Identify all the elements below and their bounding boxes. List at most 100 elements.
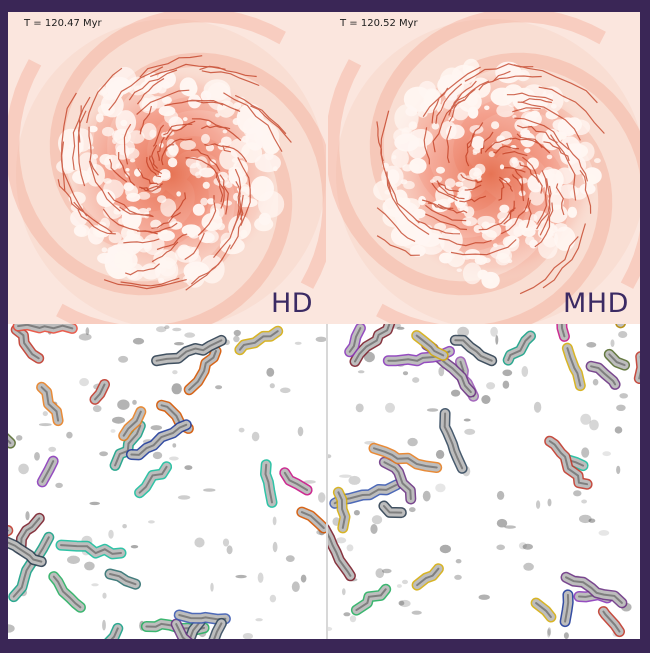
gas-blob: [8, 624, 15, 633]
gas-blob: [495, 335, 499, 345]
bubble-cavity: [158, 277, 165, 284]
gas-blob: [343, 612, 351, 617]
identified-cloud: [134, 461, 173, 499]
identified-cloud: [560, 571, 628, 609]
bubble-cavity: [258, 190, 285, 218]
bubble-cavity: [202, 181, 210, 189]
gas-blob: [407, 437, 418, 447]
gas-blob: [303, 480, 316, 484]
gas-blob: [99, 451, 108, 457]
dense-filament: [237, 157, 251, 226]
gas-blob: [439, 544, 451, 554]
gas-blob: [598, 530, 610, 536]
identified-cloud: [173, 609, 231, 625]
dense-filament: [136, 77, 165, 105]
dense-filament: [499, 176, 514, 192]
bubble-cavity: [431, 199, 449, 213]
gas-blob: [355, 403, 364, 413]
gas-blob: [67, 555, 80, 564]
bubble-cavity: [120, 119, 128, 127]
dense-filament: [151, 144, 159, 169]
bubble-cavity: [484, 105, 490, 111]
dense-filament: [215, 172, 225, 209]
bubble-cavity: [102, 126, 115, 137]
dense-filament: [139, 105, 152, 135]
gas-blob: [172, 327, 182, 332]
dense-filament: [223, 92, 283, 153]
gas-blob: [478, 594, 490, 600]
dense-filament: [151, 241, 179, 263]
dense-filament: [459, 195, 487, 203]
bubble-cavity: [493, 243, 498, 248]
gas-blob: [266, 367, 275, 377]
dense-filament: [109, 158, 128, 183]
mhd-cloud-panel: [328, 324, 640, 639]
gas-blob: [102, 619, 106, 631]
bubble-cavity: [509, 157, 519, 168]
identified-cloud: [8, 531, 55, 603]
dense-filament: [448, 80, 490, 116]
dense-filament: [503, 166, 526, 173]
dense-filament: [480, 131, 494, 154]
bubble-cavity: [108, 231, 122, 244]
bubble-cavity: [174, 246, 199, 263]
dense-filament: [136, 89, 190, 115]
gas-blob: [346, 544, 354, 552]
identified-cloud: [234, 325, 284, 356]
identified-cloud: [502, 330, 536, 366]
bubble-cavity: [164, 110, 179, 124]
gas-blob: [242, 633, 253, 639]
dense-filament: [380, 110, 392, 193]
dense-filament: [125, 263, 160, 276]
dense-filament: [137, 222, 178, 234]
bubble-cavity: [505, 218, 527, 238]
gas-blob: [164, 325, 170, 330]
dense-filament: [550, 134, 577, 201]
identified-cloud: [378, 456, 417, 505]
dense-filament: [467, 122, 484, 149]
gas-blob: [451, 389, 461, 397]
gas-blob: [55, 482, 63, 488]
dense-filament: [519, 236, 579, 295]
dense-filament: [123, 238, 160, 244]
gas-blob: [435, 483, 446, 493]
identified-cloud: [449, 334, 498, 367]
gas-blob: [496, 544, 505, 551]
gas-blob: [464, 428, 476, 435]
bubble-cavity: [157, 70, 176, 89]
dense-filament: [491, 75, 542, 83]
dense-filament: [222, 145, 248, 163]
dense-filament: [156, 136, 165, 161]
panel-divider: [326, 324, 328, 639]
gas-blob: [402, 371, 409, 376]
bubble-cavity: [240, 186, 249, 192]
gas-blob: [294, 341, 302, 345]
identified-cloud: [125, 419, 192, 461]
bubble-cavity: [463, 206, 475, 218]
bubble-cavity: [496, 104, 515, 118]
dense-filament: [73, 201, 113, 234]
gas-blob: [502, 380, 510, 389]
bubble-cavity: [405, 106, 418, 117]
gas-blob: [130, 545, 139, 549]
identified-cloud: [55, 539, 127, 560]
hd-density-panel: T = 120.47 Myr HD: [8, 12, 326, 324]
bubble-cavity: [583, 174, 597, 186]
gas-blob: [363, 351, 375, 363]
gas-blob: [336, 537, 347, 544]
dense-filament: [579, 169, 592, 214]
bubble-cavity: [465, 65, 476, 75]
bubble-cavity: [236, 103, 264, 135]
dense-filament: [451, 80, 477, 110]
bubble-cavity: [436, 166, 445, 174]
gas-blob: [496, 490, 505, 500]
identified-cloud: [185, 616, 206, 639]
dense-filament: [464, 184, 482, 191]
dense-filament: [514, 117, 570, 151]
dense-filament: [415, 219, 461, 235]
gas-blob: [269, 594, 277, 603]
gas-blob: [156, 326, 167, 333]
bubble-cavity: [499, 164, 505, 170]
bubble-cavity: [502, 177, 511, 184]
bubble-cavity: [462, 254, 471, 260]
